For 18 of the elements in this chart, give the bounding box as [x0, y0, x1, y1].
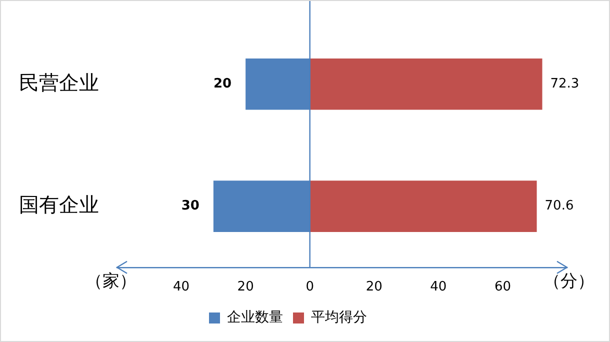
data-label: 70.6: [544, 198, 574, 214]
y-tick-label: 国有企业: [19, 194, 99, 217]
text: （分）: [544, 271, 594, 290]
x-tick-label: 60: [494, 280, 511, 295]
data-label: 30: [181, 198, 200, 214]
x-tick-label: 40: [430, 280, 447, 295]
x-tick-label: 0: [306, 280, 314, 295]
text: （家）: [86, 271, 136, 290]
legend-label: 平均得分: [311, 310, 367, 326]
x-tick-label: 20: [366, 280, 382, 295]
bar: [310, 180, 537, 232]
data-label: 20: [213, 76, 232, 92]
bar: [310, 58, 542, 110]
x-tick-label: 40: [173, 280, 190, 295]
legend-label: 企业数量: [227, 310, 283, 326]
x-tick-label: 20: [237, 280, 254, 295]
y-tick-label: 民营企业: [19, 72, 99, 94]
data-label: 72.3: [550, 76, 580, 92]
